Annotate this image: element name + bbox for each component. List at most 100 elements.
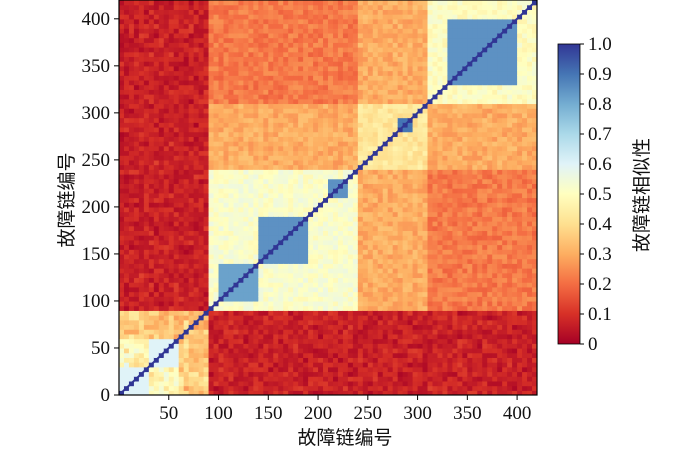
heatmap-cell xyxy=(253,47,259,53)
heatmap-cell xyxy=(168,362,175,368)
heatmap-cell xyxy=(308,376,314,382)
heatmap-cell xyxy=(213,122,220,128)
heatmap-cell xyxy=(253,305,259,311)
heatmap-cell xyxy=(138,18,145,25)
heatmap-cell xyxy=(203,390,210,395)
heatmap-cell xyxy=(318,211,324,217)
heatmap-cell xyxy=(283,253,289,260)
heatmap-cell xyxy=(188,126,195,133)
heatmap-cell xyxy=(407,253,414,260)
heatmap-cell xyxy=(357,352,364,358)
heatmap-cell xyxy=(119,155,125,161)
heatmap-cell xyxy=(119,343,125,349)
heatmap-cell xyxy=(308,338,314,344)
heatmap-cell xyxy=(123,305,130,311)
heatmap-cell xyxy=(173,178,180,184)
heatmap-cell xyxy=(283,347,289,354)
heatmap-cell xyxy=(367,329,374,335)
heatmap-cell xyxy=(407,37,414,43)
heatmap-cell xyxy=(323,371,329,377)
heatmap-cell xyxy=(387,305,394,311)
heatmap-cell xyxy=(243,183,249,189)
heatmap-cell xyxy=(323,244,329,250)
heatmap-cell xyxy=(372,145,379,152)
heatmap-cell xyxy=(198,9,205,15)
heatmap-cell xyxy=(337,206,344,213)
heatmap-cell xyxy=(313,141,319,147)
heatmap-cell xyxy=(238,286,245,293)
heatmap-cell xyxy=(298,315,304,321)
heatmap-cell xyxy=(198,324,205,330)
heatmap-cell xyxy=(318,103,324,109)
heatmap-cell xyxy=(243,324,249,330)
heatmap-cell xyxy=(278,122,284,128)
heatmap-cell xyxy=(298,390,304,395)
heatmap-cell xyxy=(153,197,160,203)
heatmap-cell xyxy=(337,338,344,344)
heatmap-cell xyxy=(407,206,414,213)
heatmap-cell xyxy=(377,249,384,255)
heatmap-cell xyxy=(198,310,205,316)
heatmap-cell xyxy=(273,371,279,377)
heatmap-cell xyxy=(392,343,399,349)
heatmap-cell xyxy=(328,14,334,20)
heatmap-cell xyxy=(253,258,259,264)
heatmap-cell xyxy=(268,230,274,236)
heatmap-cell xyxy=(308,366,314,373)
heatmap-cell xyxy=(313,122,319,128)
heatmap-cell xyxy=(347,47,354,53)
heatmap-cell xyxy=(143,239,150,246)
heatmap-cell xyxy=(128,244,135,250)
heatmap-cell xyxy=(198,263,205,269)
heatmap-cell xyxy=(153,296,160,302)
heatmap-cell xyxy=(178,244,185,250)
heatmap-cell xyxy=(153,211,160,217)
heatmap-cell xyxy=(128,239,135,246)
heatmap-cell xyxy=(387,263,394,269)
heatmap-cell xyxy=(263,126,269,133)
heatmap-cell xyxy=(258,188,264,194)
heatmap-cell xyxy=(407,202,414,208)
heatmap-cell xyxy=(183,221,190,227)
heatmap-cell xyxy=(213,0,220,6)
heatmap-cell xyxy=(138,192,145,199)
heatmap-cell xyxy=(318,136,324,142)
heatmap-cell xyxy=(163,282,170,288)
heatmap-cell xyxy=(367,333,374,340)
heatmap-cell xyxy=(223,329,230,335)
heatmap-cell xyxy=(248,206,254,213)
heatmap-cell xyxy=(223,178,230,184)
heatmap-cell xyxy=(372,51,379,58)
heatmap-cell xyxy=(119,291,125,297)
heatmap-cell xyxy=(273,239,279,246)
heatmap-cell xyxy=(203,362,210,368)
heatmap-cell xyxy=(203,202,210,208)
heatmap-cell xyxy=(407,18,414,25)
heatmap-cell xyxy=(273,230,279,236)
heatmap-cell xyxy=(148,70,155,76)
heatmap-cell xyxy=(332,296,339,302)
heatmap-cell xyxy=(233,0,240,6)
heatmap-cell xyxy=(153,277,160,283)
heatmap-cell xyxy=(362,249,369,255)
heatmap-cell xyxy=(278,178,284,184)
heatmap-cell xyxy=(288,61,294,67)
heatmap-cell xyxy=(318,239,324,246)
heatmap-cell xyxy=(173,70,180,76)
heatmap-cell xyxy=(233,263,240,269)
heatmap-cell xyxy=(382,28,389,34)
heatmap-cell xyxy=(248,347,254,354)
heatmap-cell xyxy=(238,371,245,377)
heatmap-cell xyxy=(412,366,419,373)
heatmap-cell xyxy=(248,188,254,194)
heatmap-cell xyxy=(133,188,140,194)
heatmap-cell xyxy=(328,89,334,95)
heatmap-cell xyxy=(337,98,344,105)
heatmap-cell xyxy=(163,89,170,95)
heatmap-cell xyxy=(362,28,369,34)
heatmap-cell xyxy=(298,98,304,105)
heatmap-cell xyxy=(288,249,294,255)
heatmap-cell xyxy=(298,37,304,43)
heatmap-cell xyxy=(288,126,294,133)
heatmap-cell xyxy=(318,277,324,283)
